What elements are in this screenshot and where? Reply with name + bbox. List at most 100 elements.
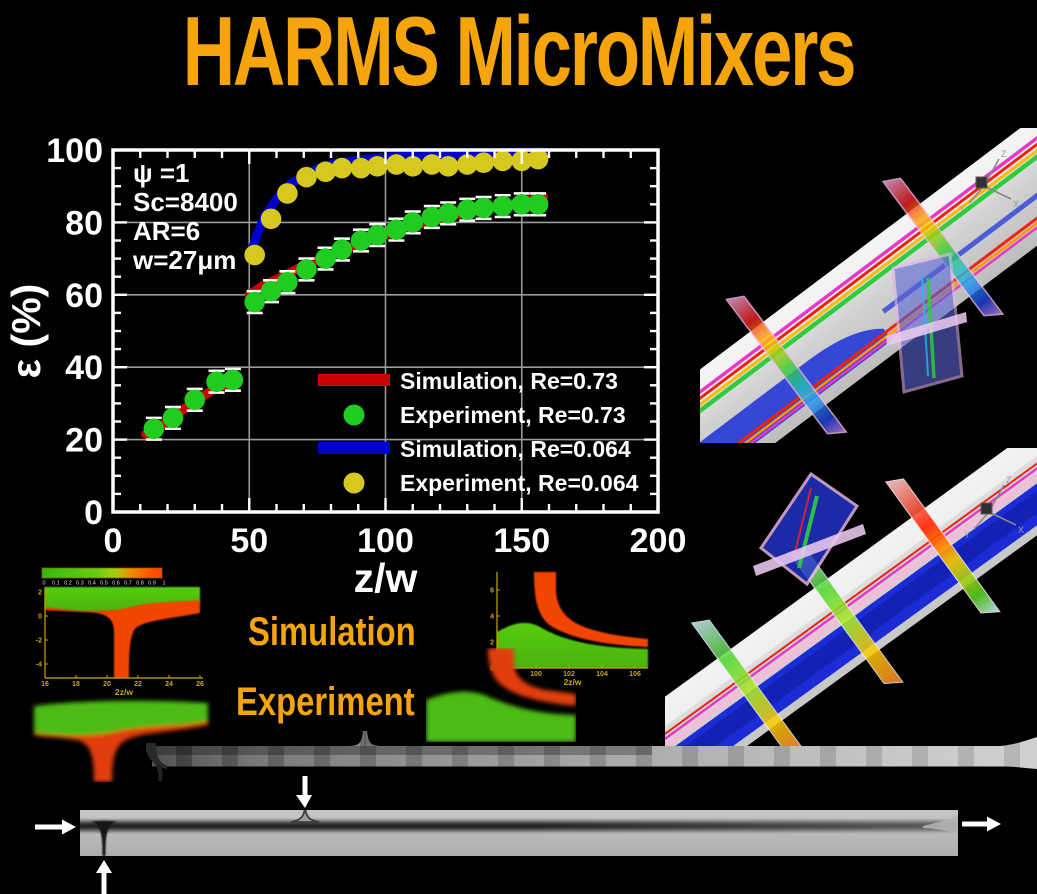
colorbar-tick-label: 0.9	[148, 581, 156, 587]
cross-section-plane	[884, 478, 1001, 614]
data-point	[421, 206, 443, 228]
cfd-render-high-re: Z X Y	[700, 128, 1037, 443]
inset-x-tick-label: 22	[134, 681, 142, 688]
data-point	[402, 212, 424, 233]
inset-y-tick-label: -4	[36, 662, 42, 669]
inset-x-tick-label: 16	[41, 681, 49, 688]
x-tick-label: 0	[104, 522, 123, 560]
inset-x-axis-label: 2z/w	[564, 677, 582, 687]
microchannel-3d	[665, 448, 1037, 758]
y-tick-label: 20	[65, 422, 103, 460]
inlet-arrow-up-head	[96, 860, 112, 873]
colorbar-tick-label: 0.6	[112, 581, 120, 587]
inset-x-axis-label: 2z/w	[115, 687, 133, 697]
branch-beam	[753, 524, 866, 576]
data-point	[331, 157, 353, 179]
dye-stripe-magenta	[700, 128, 1037, 443]
colorbar-tick-label: 0.8	[136, 581, 144, 587]
chart-annotation: ψ =1	[133, 158, 189, 188]
micrograph-channel-bottom	[35, 776, 1001, 894]
y-tick-label: 100	[46, 132, 103, 170]
branch-plate	[891, 252, 964, 394]
data-point	[386, 219, 407, 240]
origin-cube	[980, 502, 993, 515]
x-tick-label: 50	[230, 522, 268, 560]
green-species-region	[497, 622, 648, 668]
data-point	[331, 239, 353, 260]
inlet-arrow-left-shaft	[35, 824, 62, 830]
data-point	[260, 280, 282, 302]
data-point	[492, 195, 513, 217]
y-tick-label: 80	[65, 204, 103, 242]
inset-x-tick-label: 102	[563, 671, 575, 678]
colorbar-tick-label: 1	[162, 581, 165, 587]
y-tick-label: 0	[84, 494, 103, 532]
colorbar-tick-label: 0.1	[52, 581, 60, 587]
legend-swatch	[318, 374, 390, 386]
data-point	[143, 418, 165, 440]
inlet-stem	[155, 764, 163, 781]
red-species-region	[534, 572, 648, 647]
inset-x-tick-label: 24	[165, 681, 173, 688]
y-axis-label: Y	[959, 204, 965, 214]
x-axis-line	[988, 511, 1017, 526]
data-point	[527, 194, 549, 215]
dye-stripe-red	[700, 128, 1037, 443]
legend-label: Experiment, Re=0.064	[400, 470, 639, 496]
data-point	[277, 183, 298, 204]
data-point	[456, 154, 478, 175]
data-point	[350, 230, 372, 251]
data-point	[511, 194, 533, 215]
origin-cube	[975, 176, 988, 189]
legend-label: Simulation, Re=0.064	[400, 436, 631, 462]
data-point	[437, 155, 459, 177]
inset-y-tick-label: 2	[38, 590, 42, 597]
y-axis-label: Y	[964, 530, 970, 540]
colorbar-tick-label: 0.3	[76, 581, 84, 587]
dye-stripe-orange	[700, 135, 1037, 443]
junction-bump	[290, 809, 320, 823]
data-point	[350, 157, 372, 179]
data-point	[277, 271, 298, 293]
inlet-hook	[146, 743, 167, 769]
data-point	[402, 155, 424, 177]
inset-x-tick-label: 18	[72, 681, 80, 688]
data-point	[244, 244, 265, 266]
x-axis-label: z/w	[354, 555, 418, 598]
channel-top-face	[700, 128, 1037, 443]
x-axis-label: X	[1013, 199, 1019, 209]
experiment-image-2	[426, 648, 576, 742]
z-axis-label: Z	[1006, 475, 1012, 485]
legend-marker	[343, 472, 365, 494]
data-point	[492, 150, 513, 172]
dye-stripe-red2	[700, 132, 1037, 443]
inlet-arrow-down-shaft	[302, 776, 308, 795]
inset-x-tick-label: 100	[530, 671, 542, 678]
inlet-stem	[91, 820, 117, 856]
chart-annotation: w=27μm	[132, 245, 236, 275]
data-point	[206, 371, 227, 392]
data-point	[184, 389, 206, 411]
data-point	[367, 224, 388, 246]
dye-stripe-yellow	[700, 128, 1037, 443]
colorbar-tick-label: 0.2	[64, 581, 72, 587]
data-point	[296, 166, 317, 188]
inset-x-tick-label: 104	[596, 671, 608, 678]
branch-stripe-red	[792, 487, 812, 561]
inset-y-tick-label: -2	[36, 638, 42, 645]
colorbar-tick-label: 0.7	[124, 581, 132, 587]
colorbar-tick-label: 0.5	[100, 581, 108, 587]
y-axis-line	[973, 511, 990, 530]
poster-title: HARMS MicroMixers	[182, 0, 857, 106]
data-point	[244, 291, 265, 313]
inset-x-tick-label: 20	[103, 681, 111, 688]
branch-beam	[886, 312, 967, 346]
y-tick-label: 40	[65, 349, 103, 387]
y-axis-line	[968, 185, 985, 204]
colorbar	[41, 567, 163, 579]
data-point	[473, 197, 494, 219]
green-species-region	[34, 700, 208, 737]
y-tick-label: 60	[65, 277, 103, 315]
